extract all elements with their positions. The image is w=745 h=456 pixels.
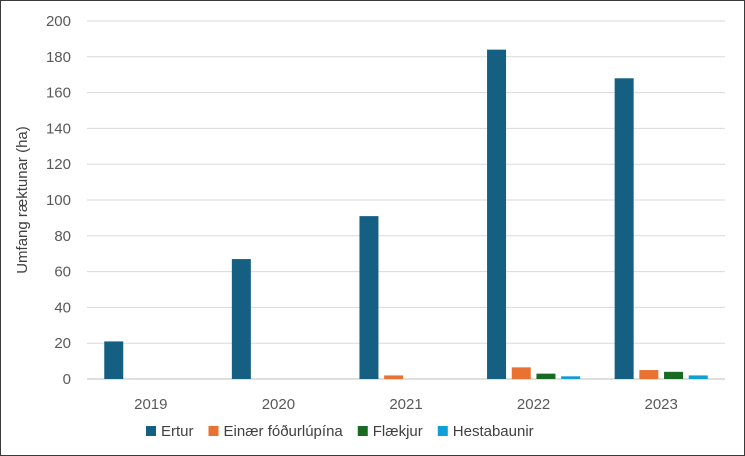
legend-label: Einær fóðurlúpína — [224, 423, 344, 440]
y-tick-label: 40 — [54, 299, 71, 316]
legend-item: Hestabaunir — [437, 423, 534, 440]
x-tick-label: 2020 — [262, 396, 295, 413]
bar-ein-r-f-url-p-na-2021 — [384, 375, 404, 379]
legend-swatch — [357, 426, 368, 436]
bar-ertur-2022 — [487, 49, 507, 379]
bars — [104, 49, 708, 379]
bar-ein-r-f-url-p-na-2022 — [511, 367, 531, 379]
legend-label: Flækjur — [373, 423, 423, 440]
y-tick-label: 160 — [46, 85, 71, 102]
y-tick-label: 200 — [46, 13, 71, 30]
y-tick-label: 120 — [46, 156, 71, 173]
y-tick-labels: 0 20 40 60 80 100 120 140 160 180 200 — [46, 13, 71, 388]
legend-swatch — [208, 426, 219, 436]
bar-fl-kjur-2022 — [536, 373, 556, 379]
y-tick-label: 20 — [54, 335, 71, 352]
x-tick-label: 2023 — [645, 396, 678, 413]
bar-ertur-2021 — [359, 216, 379, 379]
bar-fl-kjur-2023 — [664, 371, 684, 379]
legend-item: Ertur — [146, 423, 194, 440]
bar-hestabaunir-2023 — [688, 375, 708, 379]
y-axis-title: Umfang ræktunar (ha) — [14, 126, 31, 274]
legend-label: Ertur — [161, 423, 194, 440]
bar-hestabaunir-2022 — [561, 376, 581, 379]
x-tick-label: 2021 — [389, 396, 422, 413]
x-tick-label: 2019 — [134, 396, 167, 413]
bar-ertur-2020 — [231, 259, 251, 379]
legend: Ertur Einær fóðurlúpína Flækjur Hestabaunir — [146, 423, 534, 440]
y-tick-label: 180 — [46, 49, 71, 66]
y-tick-label: 80 — [54, 228, 71, 245]
legend-swatch — [437, 426, 448, 436]
y-tick-label: 100 — [46, 192, 71, 209]
legend-item: Flækjur — [357, 423, 423, 440]
legend-label: Hestabaunir — [453, 423, 534, 440]
y-tick-label: 140 — [46, 120, 71, 137]
y-tick-label: 0 — [63, 371, 71, 388]
legend-swatch — [146, 426, 156, 436]
bar-ertur-2023 — [614, 78, 634, 379]
y-tick-label: 60 — [54, 264, 71, 281]
x-tick-labels: 2019 2020 2021 2022 2023 — [134, 396, 678, 413]
bar-ein-r-f-url-p-na-2023 — [639, 370, 659, 379]
bar-ertur-2019 — [104, 341, 124, 379]
x-tick-label: 2022 — [517, 396, 550, 413]
legend-item: Einær fóðurlúpína — [208, 423, 344, 440]
